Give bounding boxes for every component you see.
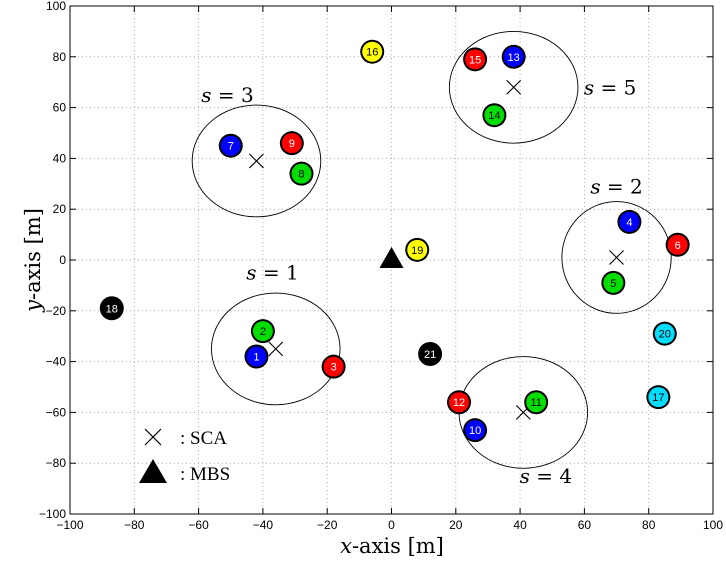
cluster-circle bbox=[561, 201, 672, 314]
user-point: 16 bbox=[360, 39, 385, 64]
user-point-label: 18 bbox=[106, 303, 118, 315]
x-tick-label: 60 bbox=[578, 518, 592, 532]
user-point: 5 bbox=[601, 270, 626, 295]
user-point-label: 4 bbox=[626, 217, 632, 229]
user-point: 19 bbox=[405, 237, 430, 262]
x-tick-label: 100 bbox=[703, 518, 723, 532]
sca-marker bbox=[609, 250, 624, 265]
user-point: 4 bbox=[617, 209, 642, 234]
y-tick-label: 40 bbox=[53, 151, 67, 165]
user-point: 10 bbox=[463, 418, 488, 443]
user-point-label: 17 bbox=[652, 392, 664, 404]
x-tick-label: 20 bbox=[449, 518, 463, 532]
cluster-label: s = 4 bbox=[520, 464, 572, 488]
x-tick-label: −20 bbox=[317, 518, 338, 532]
user-point: 13 bbox=[501, 44, 526, 69]
y-tick-label: −60 bbox=[46, 405, 67, 419]
cluster-label: s = 2 bbox=[590, 174, 642, 198]
y-tick-label: −40 bbox=[46, 355, 67, 369]
cluster-labels: s = 1 s = 2 s = 3 s = 4 s = 5 bbox=[201, 75, 642, 488]
user-point-label: 1 bbox=[253, 352, 259, 364]
user-point: 21 bbox=[418, 341, 443, 366]
legend-entry-sca: : SCA bbox=[144, 428, 227, 449]
cluster-label: s = 3 bbox=[201, 83, 253, 107]
user-point-label: 16 bbox=[366, 47, 378, 59]
y-tick-label: 60 bbox=[53, 101, 67, 115]
user-point: 9 bbox=[279, 131, 304, 156]
mbs-marker bbox=[379, 247, 404, 268]
cluster-label: s = 5 bbox=[584, 75, 636, 99]
y-tick-label: 20 bbox=[53, 202, 67, 216]
cluster-label: s = 1 bbox=[246, 261, 298, 285]
user-point: 17 bbox=[646, 385, 671, 410]
user-point-label: 5 bbox=[610, 278, 616, 290]
user-point-label: 9 bbox=[289, 138, 295, 150]
y-tick-label: 0 bbox=[59, 253, 66, 267]
user-point: 1 bbox=[244, 344, 269, 369]
user-point: 8 bbox=[289, 161, 314, 186]
user-point-label: 15 bbox=[469, 54, 481, 66]
x-tick-label: 0 bbox=[388, 518, 395, 532]
y-tick-label: 100 bbox=[46, 0, 66, 13]
y-tick-label: 80 bbox=[53, 50, 67, 64]
user-point: 18 bbox=[99, 296, 124, 321]
user-point-label: 20 bbox=[659, 329, 671, 341]
user-point-label: 21 bbox=[424, 349, 436, 361]
sca-marker bbox=[268, 341, 284, 357]
legend-entry-mbs: : MBS bbox=[139, 459, 230, 485]
user-point-label: 11 bbox=[530, 397, 541, 409]
user-point: 3 bbox=[321, 354, 346, 379]
x-tick-label: 40 bbox=[513, 518, 527, 532]
user-point: 11 bbox=[524, 390, 549, 415]
user-point: 12 bbox=[447, 390, 472, 415]
cluster-circle bbox=[448, 30, 579, 144]
x-axis-label: x-axis [m] bbox=[340, 534, 444, 558]
user-point-label: 2 bbox=[260, 326, 266, 338]
user-point: 2 bbox=[250, 319, 275, 344]
legend-mbs-icon bbox=[139, 459, 167, 483]
user-point: 7 bbox=[218, 133, 243, 158]
x-tick-label: −80 bbox=[124, 518, 145, 532]
user-point-label: 19 bbox=[411, 245, 423, 257]
legend-mbs-label: : MBS bbox=[180, 464, 230, 485]
user-point: 14 bbox=[482, 103, 507, 128]
y-tick-label: −20 bbox=[46, 304, 67, 318]
legend-sca-label: : SCA bbox=[180, 428, 227, 449]
legend-sca-icon bbox=[144, 428, 162, 446]
grid bbox=[70, 6, 713, 514]
user-point-label: 10 bbox=[469, 425, 481, 437]
axis-ticks: −100 −80 −60 −40 −20 0 20 40 60 80 100−100−80−60−4… bbox=[39, 0, 723, 532]
user-point-label: 14 bbox=[488, 110, 500, 122]
user-point-label: 12 bbox=[453, 397, 465, 409]
sca-marker bbox=[506, 79, 522, 95]
y-tick-label: −80 bbox=[46, 456, 67, 470]
user-point-label: 6 bbox=[675, 240, 681, 252]
cluster-circle bbox=[191, 104, 322, 218]
y-axis-label: y-axis [m] bbox=[21, 208, 45, 313]
x-tick-label: −100 bbox=[56, 518, 83, 532]
x-tick-label: −40 bbox=[253, 518, 274, 532]
user-point-label: 13 bbox=[508, 52, 520, 64]
plot-frame bbox=[69, 5, 714, 515]
user-point-label: 8 bbox=[298, 169, 304, 181]
user-point-label: 3 bbox=[331, 362, 337, 374]
cluster-circle bbox=[211, 292, 341, 406]
x-tick-label: 80 bbox=[642, 518, 656, 532]
user-point: 6 bbox=[665, 232, 690, 257]
sca-marker bbox=[249, 153, 264, 169]
legend: : SCA : MBS bbox=[139, 428, 230, 485]
user-point-label: 7 bbox=[228, 141, 234, 153]
x-tick-label: −60 bbox=[188, 518, 209, 532]
y-tick-label: −100 bbox=[39, 507, 66, 521]
user-point: 20 bbox=[652, 321, 677, 346]
user-point: 15 bbox=[463, 47, 488, 72]
